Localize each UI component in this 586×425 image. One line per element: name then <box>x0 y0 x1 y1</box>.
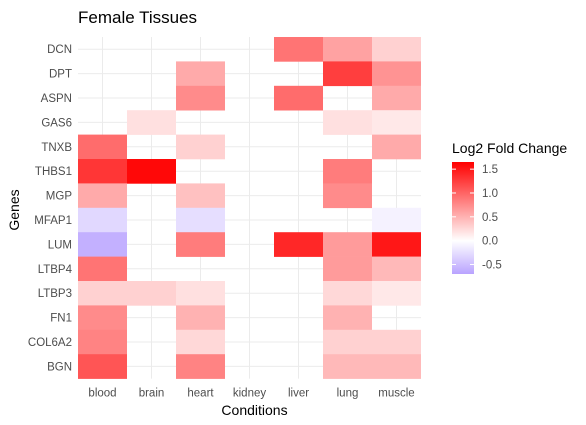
heatmap-cell-mgp-lung <box>323 183 372 209</box>
legend-tick-label: 1.0 <box>482 188 498 200</box>
y-tick-label: LTBP3 <box>38 288 72 300</box>
heatmap-cell-ltbp4-blood <box>78 256 127 282</box>
heatmap-cell-bgn-heart <box>176 354 225 379</box>
y-tick-label: COL6A2 <box>28 337 72 349</box>
heatmap-cell-aspn-muscle <box>372 85 421 111</box>
heatmap-cell-gas6-brain <box>127 110 176 135</box>
heatmap-cell-col6a2-heart <box>176 329 225 355</box>
heatmap-cell-ltbp3-heart <box>176 281 225 306</box>
heatmap-cell-aspn-liver <box>274 85 323 111</box>
y-tick-labels: DCN DPT ASPN GAS6 TNXB THBS1 MGP MFAP1 LUM LTBP4 L… <box>28 44 73 373</box>
legend-colorbar <box>452 162 474 274</box>
x-tick-labels: blood brain heart kidney liver lung muscle <box>88 388 414 400</box>
legend-tick-label: 1.5 <box>482 164 498 176</box>
heatmap-cell-dpt-lung <box>323 61 372 87</box>
heatmap-cell-col6a2-blood <box>78 329 127 355</box>
y-axis-title: Genes <box>6 189 22 230</box>
legend-ticks: 1.5 1.0 0.5 0.0 -0.5 <box>452 164 502 271</box>
chart-title: Female Tissues <box>78 8 197 27</box>
heatmap-cell-ltbp3-muscle <box>372 281 421 306</box>
heatmap-cell-col6a2-muscle <box>372 329 421 355</box>
y-tick-label: THBS1 <box>35 166 72 178</box>
heatmap-cell-mgp-heart <box>176 183 225 209</box>
y-tick-label: LTBP4 <box>38 264 73 276</box>
legend-tick-label: -0.5 <box>482 259 502 271</box>
heatmap-cell-col6a2-lung <box>323 329 372 355</box>
heatmap-cell-tnxb-heart <box>176 134 225 160</box>
heatmap-cell-ltbp3-blood <box>78 281 127 306</box>
y-tick-label: MGP <box>46 191 73 203</box>
heatmap-cell-ltbp3-lung <box>323 281 372 306</box>
heatmap-cell-dcn-liver <box>274 37 323 62</box>
heatmap-cell-tnxb-muscle <box>372 134 421 160</box>
heatmap-cell-lum-blood <box>78 232 127 257</box>
y-tick-label: TNXB <box>41 142 72 154</box>
legend-tick-label: 0.0 <box>482 236 498 248</box>
heatmap-cell-lum-lung <box>323 232 372 257</box>
legend-tick-label: 0.5 <box>482 212 498 224</box>
heatmap-cell-thbs1-lung <box>323 159 372 184</box>
x-tick-label: blood <box>88 388 116 400</box>
heatmap-cell-gas6-lung <box>323 110 372 135</box>
x-tick-label: kidney <box>233 388 266 400</box>
x-tick-label: heart <box>187 388 214 400</box>
heatmap-cell-tnxb-blood <box>78 134 127 160</box>
heatmap-cell-dpt-heart <box>176 61 225 87</box>
heatmap-cell-dpt-muscle <box>372 61 421 87</box>
heatmap-cell-thbs1-brain <box>127 159 176 184</box>
x-tick-label: lung <box>337 388 359 400</box>
heatmap-cell-mfap1-heart <box>176 207 225 233</box>
y-tick-label: GAS6 <box>41 117 72 129</box>
legend-title: Log2 Fold Change <box>452 140 567 156</box>
heatmap-cell-aspn-heart <box>176 85 225 111</box>
heatmap-cell-mfap1-muscle <box>372 207 421 233</box>
heatmap-cell-bgn-blood <box>78 354 127 379</box>
heatmap-cell-gas6-muscle <box>372 110 421 135</box>
heatmap-cell-mfap1-blood <box>78 207 127 233</box>
heatmap-cell-fn1-heart <box>176 305 225 331</box>
x-axis-title: Conditions <box>221 402 287 418</box>
y-tick-label: FN1 <box>50 313 72 325</box>
y-tick-label: ASPN <box>41 93 72 105</box>
heatmap-cell-bgn-muscle <box>372 354 421 379</box>
heatmap-cell-dcn-lung <box>323 37 372 62</box>
heatmap-cell-ltbp4-lung <box>323 256 372 282</box>
heatmap-cell-fn1-lung <box>323 305 372 331</box>
heatmap-cell-lum-liver <box>274 232 323 257</box>
heatmap-cell-ltbp4-muscle <box>372 256 421 282</box>
heatmap-cell-mgp-blood <box>78 183 127 209</box>
heatmap-cell-thbs1-blood <box>78 159 127 184</box>
x-tick-label: brain <box>139 388 165 400</box>
y-tick-label: DPT <box>49 69 72 81</box>
x-tick-label: liver <box>288 388 309 400</box>
heatmap-cell-bgn-lung <box>323 354 372 379</box>
heatmap-cell-lum-heart <box>176 232 225 257</box>
heatmap-cell-ltbp3-brain <box>127 281 176 306</box>
y-tick-label: MFAP1 <box>34 215 72 227</box>
heatmap-cell-dcn-muscle <box>372 37 421 62</box>
x-tick-label: muscle <box>378 388 414 400</box>
y-tick-label: DCN <box>47 44 72 56</box>
y-tick-label: LUM <box>48 239 72 251</box>
y-tick-label: BGN <box>47 361 72 373</box>
heatmap-cells <box>78 37 421 379</box>
heatmap-cell-fn1-blood <box>78 305 127 331</box>
heatmap-cell-lum-muscle <box>372 232 421 257</box>
legend: Log2 Fold Change 1.5 1.0 0.5 0.0 -0.5 <box>452 140 567 274</box>
